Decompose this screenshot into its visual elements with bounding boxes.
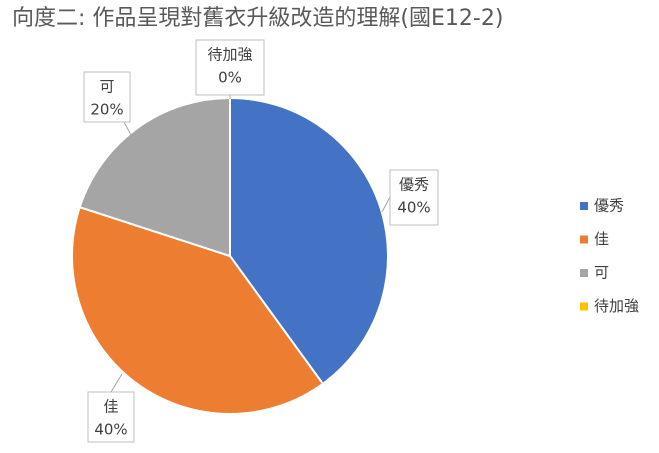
data-label-value: 20% [90,101,123,119]
label-box [83,71,131,123]
legend-label: 佳 [594,230,609,248]
data-label-value: 40% [94,421,127,439]
data-label-value: 0% [218,69,242,87]
legend-swatch [580,235,588,244]
data-label-value: 40% [397,199,430,217]
data-label-name: 待加強 [207,46,252,64]
data-label-name: 優秀 [399,176,429,194]
legend-swatch [580,269,588,277]
label-box [87,391,135,443]
legend-label: 待加強 [594,297,639,315]
data-label-name: 佳 [103,398,118,416]
label-box [195,39,265,96]
leader-line [110,373,123,393]
legend-label: 優秀 [594,197,624,215]
leader-line [381,196,391,213]
chart-title: 向度二: 作品呈現對舊衣升級改造的理解(國E12-2) [12,6,503,31]
legend-swatch [580,202,588,210]
pie-slice [71,205,325,415]
label-box [389,169,439,226]
pie-slice [78,96,231,258]
pie-slice [229,96,389,386]
legend-label: 可 [594,264,609,282]
legend-swatch [580,302,588,311]
data-label-name: 可 [99,78,114,96]
leader-line [123,121,132,136]
